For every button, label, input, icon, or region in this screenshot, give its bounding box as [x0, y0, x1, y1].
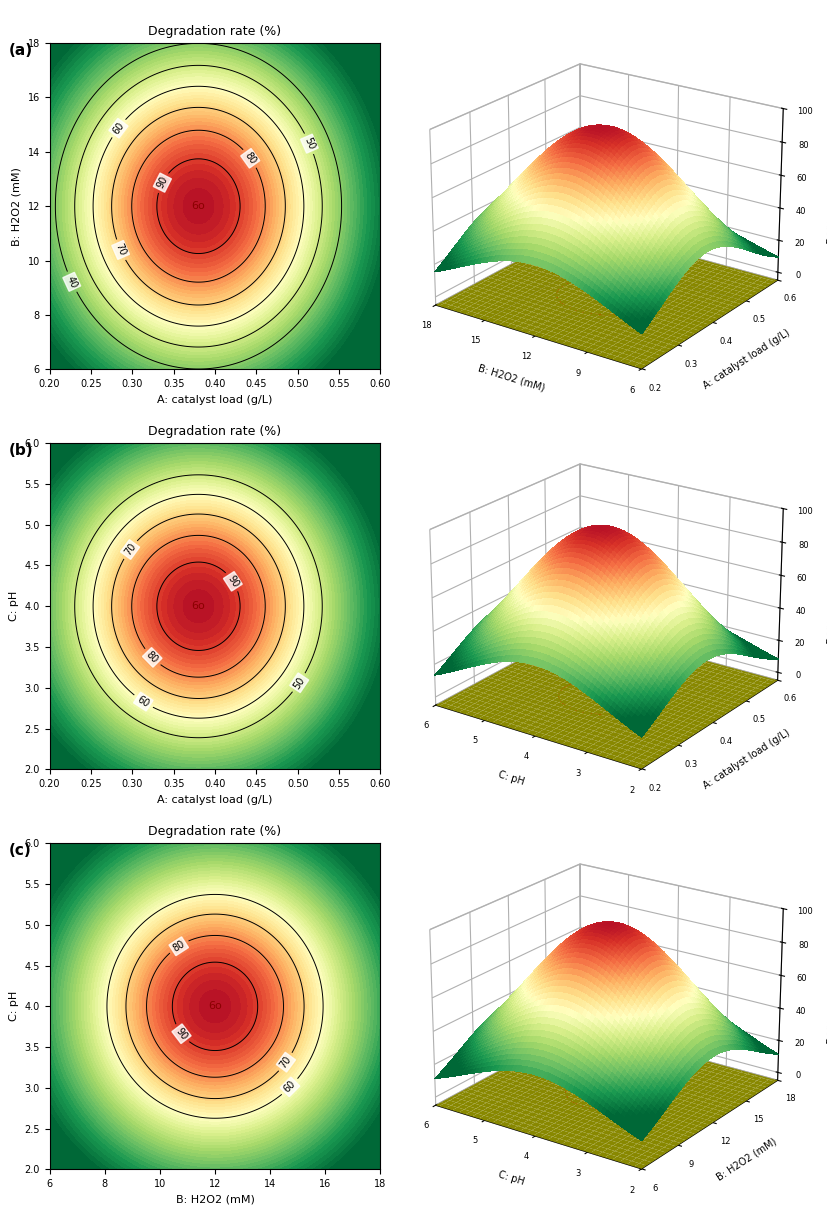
Title: Degradation rate (%): Degradation rate (%) [149, 25, 281, 38]
Text: 40: 40 [65, 275, 79, 289]
Text: 80: 80 [171, 939, 187, 954]
X-axis label: A: catalyst load (g/L): A: catalyst load (g/L) [157, 395, 273, 405]
Text: (c): (c) [8, 843, 31, 858]
Text: 70: 70 [113, 243, 127, 257]
Y-axis label: C: pH: C: pH [9, 591, 19, 622]
Text: (b): (b) [8, 443, 33, 458]
Text: 80: 80 [145, 650, 160, 665]
Text: 90: 90 [174, 1025, 189, 1041]
X-axis label: C: pH: C: pH [497, 769, 525, 787]
X-axis label: A: catalyst load (g/L): A: catalyst load (g/L) [157, 795, 273, 805]
Text: 6o: 6o [192, 201, 205, 212]
Text: 70: 70 [278, 1054, 294, 1070]
Text: 50: 50 [303, 135, 317, 151]
Text: (a): (a) [8, 43, 32, 58]
X-axis label: B: H2O2 (mM): B: H2O2 (mM) [476, 363, 546, 393]
Text: 90: 90 [155, 175, 170, 191]
X-axis label: C: pH: C: pH [497, 1169, 525, 1187]
Text: 90: 90 [225, 574, 241, 590]
Text: 80: 80 [242, 150, 258, 166]
Y-axis label: C: pH: C: pH [9, 991, 19, 1022]
Title: Degradation rate (%): Degradation rate (%) [149, 825, 281, 838]
Text: 60: 60 [282, 1080, 298, 1094]
Text: 6o: 6o [208, 1001, 222, 1012]
Text: 60: 60 [136, 694, 151, 709]
Text: 70: 70 [122, 542, 138, 558]
Text: 6o: 6o [192, 601, 205, 612]
Y-axis label: A: catalyst load (g/L): A: catalyst load (g/L) [701, 327, 791, 391]
Y-axis label: B: H2O2 (mM): B: H2O2 (mM) [715, 1136, 778, 1183]
Title: Degradation rate (%): Degradation rate (%) [149, 425, 281, 438]
X-axis label: B: H2O2 (mM): B: H2O2 (mM) [175, 1195, 255, 1205]
Text: 60: 60 [111, 121, 126, 137]
Y-axis label: B: H2O2 (mM): B: H2O2 (mM) [12, 166, 22, 246]
Text: 50: 50 [292, 675, 307, 691]
Y-axis label: A: catalyst load (g/L): A: catalyst load (g/L) [701, 728, 791, 792]
